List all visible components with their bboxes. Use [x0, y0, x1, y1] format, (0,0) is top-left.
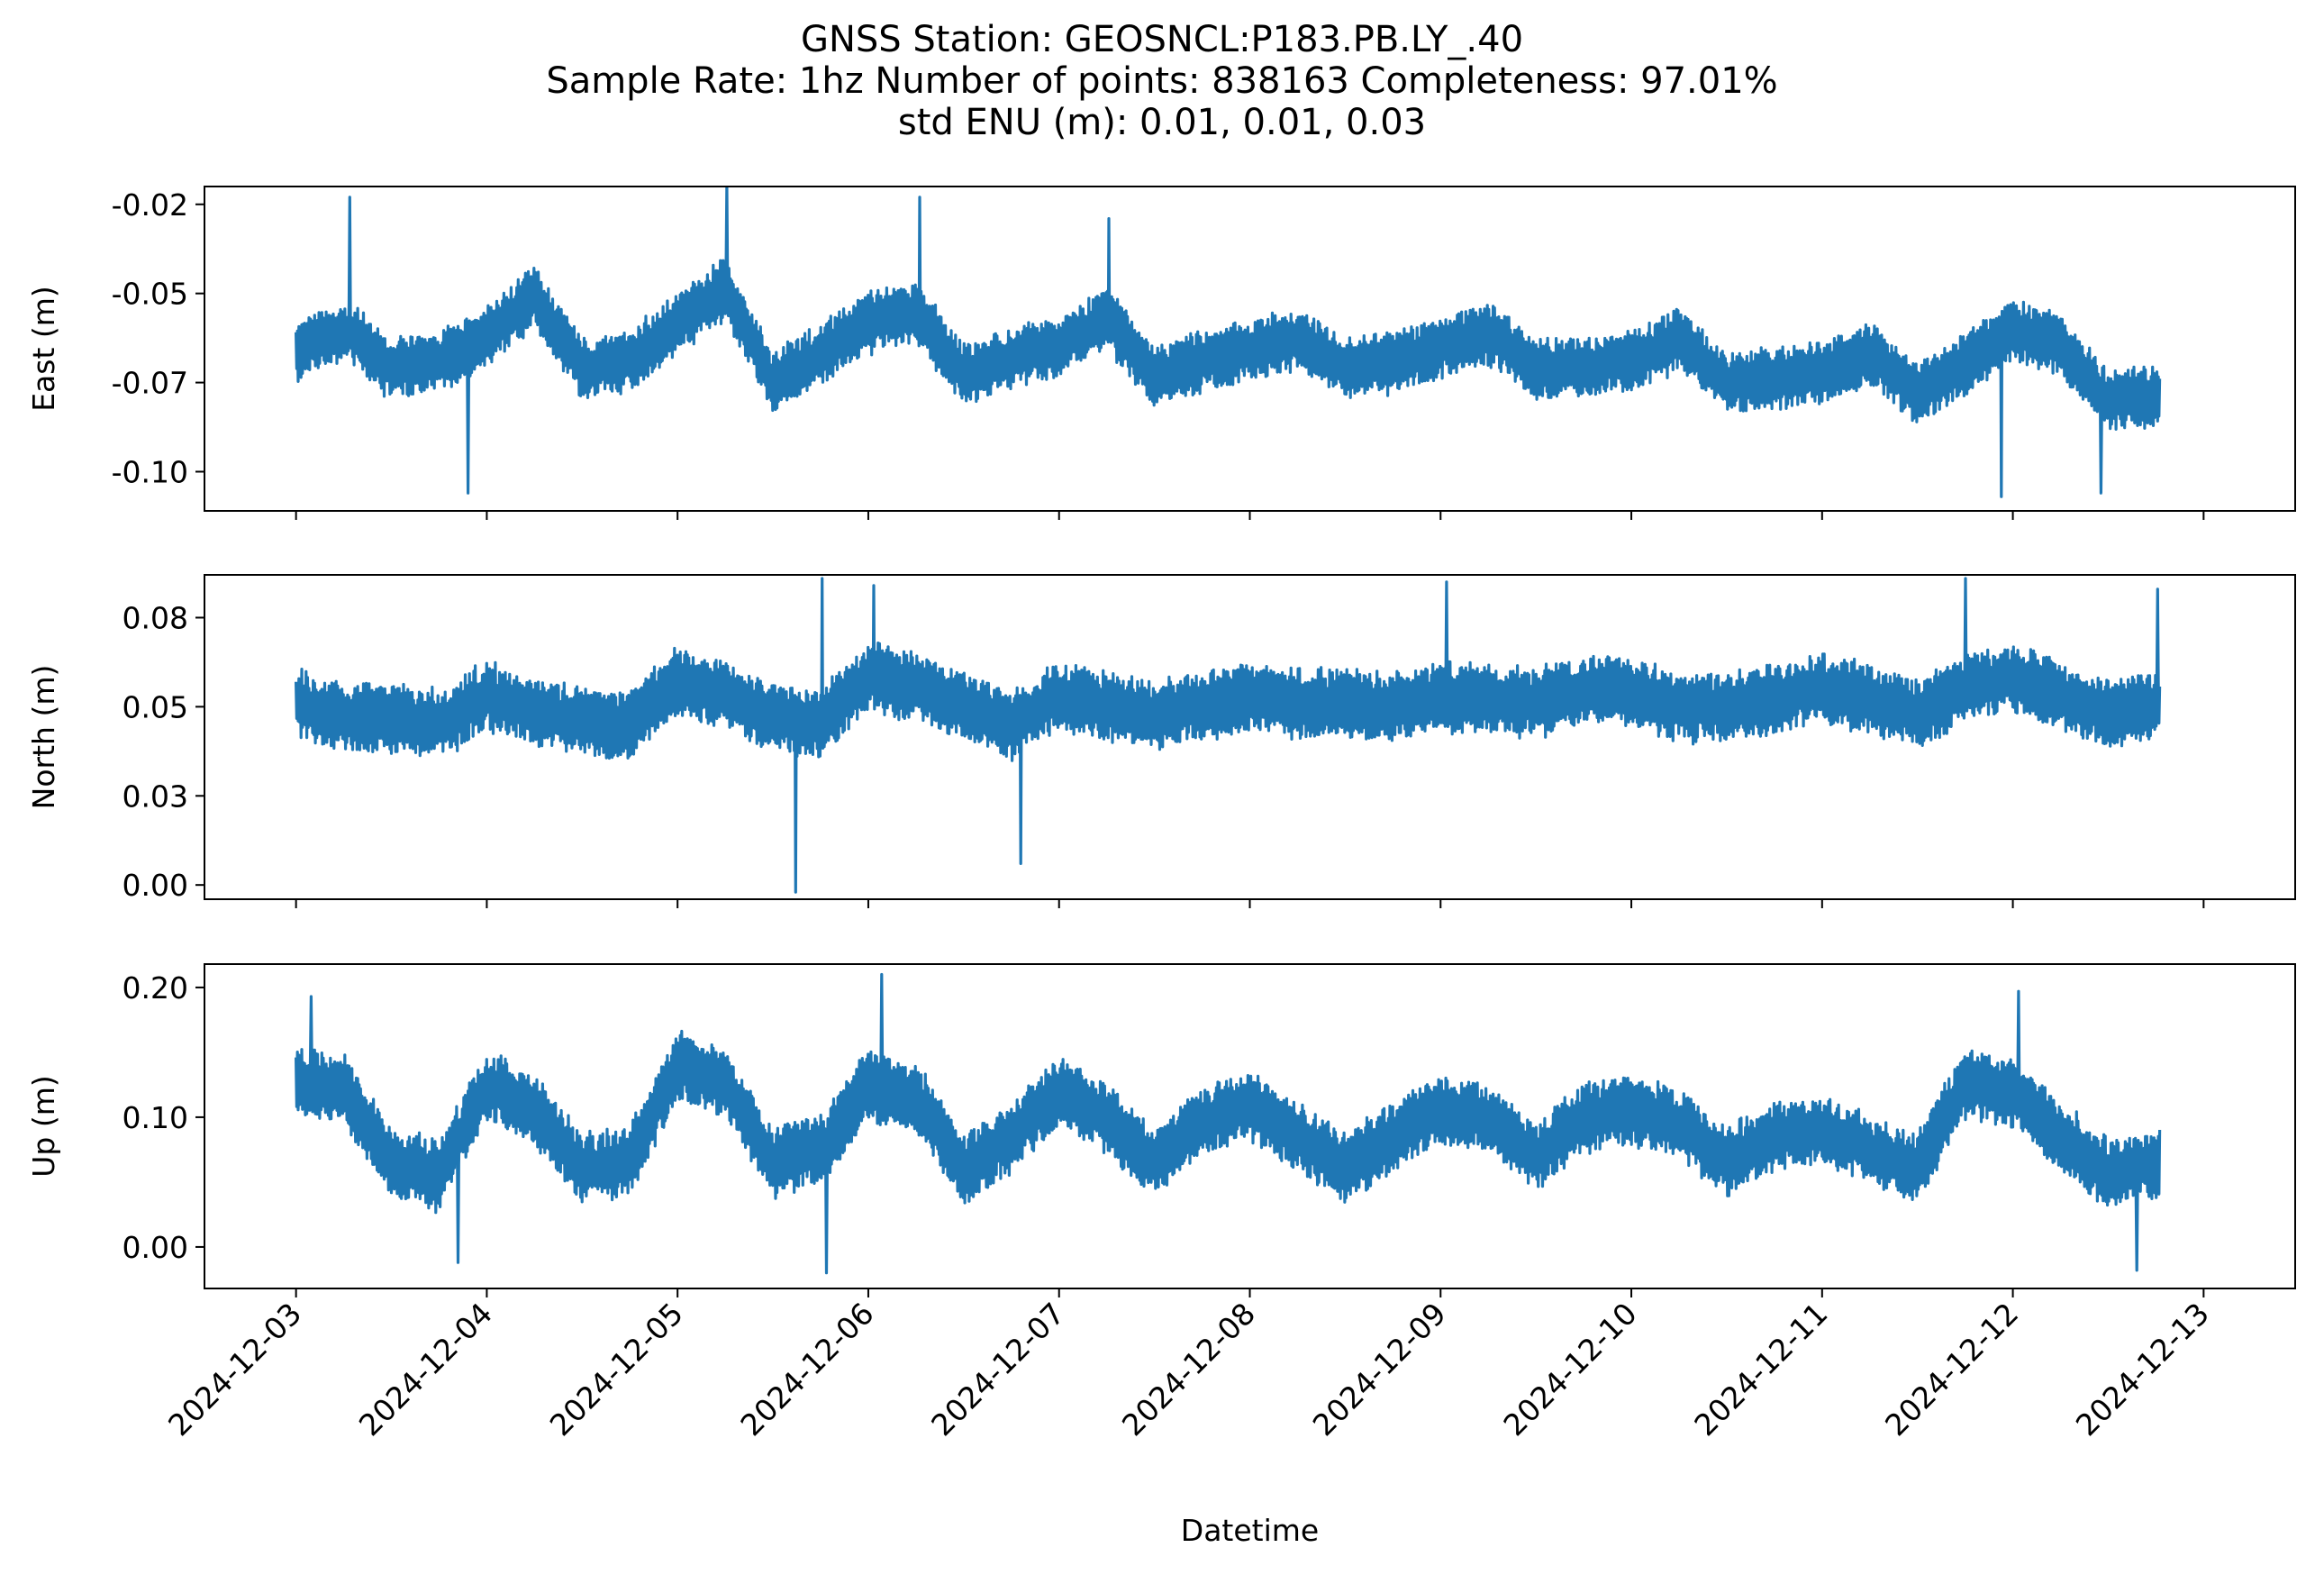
x-tick-label: 2024-12-13 — [2069, 1296, 2216, 1443]
north-y-tick-label: 0.05 — [123, 689, 188, 724]
x-tick-label: 2024-12-05 — [543, 1296, 690, 1443]
up-y-tick-label: 0.00 — [123, 1230, 188, 1265]
up-y-tick-label: 0.20 — [123, 970, 188, 1006]
up-y-axis-label: Up (m) — [26, 1075, 61, 1178]
east-y-tick-label: -0.07 — [112, 366, 188, 401]
x-axis-label: Datetime — [1181, 1513, 1319, 1548]
x-tick-label: 2024-12-11 — [1687, 1296, 1834, 1443]
x-tick-label: 2024-12-03 — [161, 1296, 308, 1443]
chart-title-line-1: GNSS Station: GEOSNCL:P183.PB.LY_.40 — [800, 19, 1524, 60]
x-tick-label: 2024-12-04 — [352, 1296, 499, 1443]
x-tick-label: 2024-12-12 — [1878, 1296, 2025, 1443]
north-y-tick-label: 0.00 — [123, 868, 188, 903]
east-y-axis-label: East (m) — [26, 286, 61, 412]
east-y-tick-label: -0.02 — [112, 187, 188, 223]
north-axes-frame — [204, 574, 2296, 900]
x-tick-label: 2024-12-08 — [1115, 1296, 1262, 1443]
east-y-tick-label: -0.05 — [112, 277, 188, 312]
east-series-line — [295, 187, 2162, 498]
up-y-tick-label: 0.10 — [123, 1100, 188, 1135]
x-tick-label: 2024-12-10 — [1497, 1296, 1644, 1443]
north-y-axis-label: North (m) — [26, 665, 61, 810]
east-y-tick-label: -0.10 — [112, 454, 188, 489]
x-tick-label: 2024-12-07 — [924, 1296, 1071, 1443]
x-tick-label: 2024-12-06 — [733, 1296, 880, 1443]
chart-title-line-3: std ENU (m): 0.01, 0.01, 0.03 — [897, 102, 1427, 143]
north-y-tick-label: 0.08 — [123, 600, 188, 635]
chart-title-line-2: Sample Rate: 1hz Number of points: 83816… — [546, 60, 1778, 102]
x-tick-label: 2024-12-09 — [1306, 1296, 1453, 1443]
up-series-line — [295, 972, 2162, 1275]
north-y-tick-label: 0.03 — [123, 778, 188, 814]
north-series-line — [295, 577, 2162, 894]
